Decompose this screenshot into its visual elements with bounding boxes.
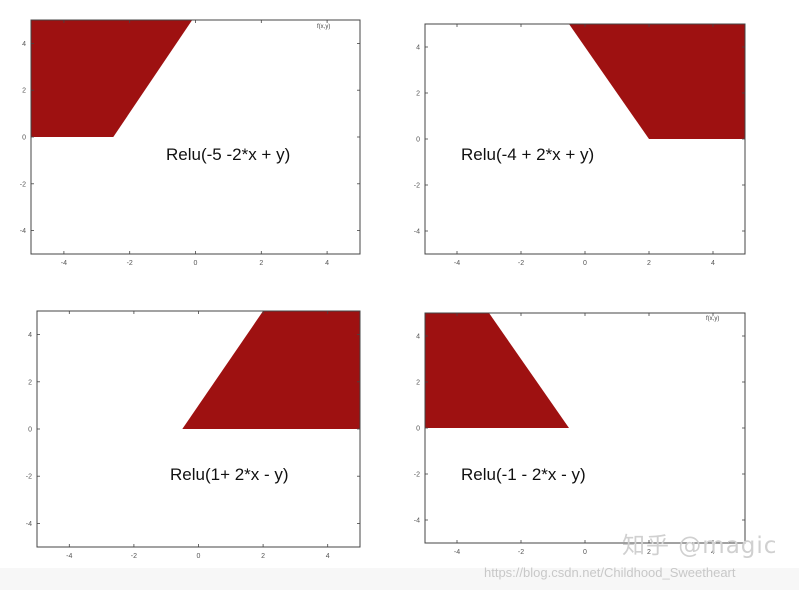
y-tick-label: 4 (416, 45, 420, 52)
formula-label: Relu(-5 -2*x + y) (166, 145, 290, 164)
x-tick-label: 2 (647, 549, 651, 556)
y-tick-label: -4 (26, 521, 32, 528)
y-tick-label: -2 (414, 183, 420, 190)
y-tick-label: -2 (26, 474, 32, 481)
y-tick-label: -4 (414, 229, 420, 236)
x-tick-label: -2 (518, 549, 524, 556)
relu-active-region (182, 311, 360, 429)
x-tick-label: -4 (61, 260, 67, 267)
x-tick-label: 2 (647, 260, 651, 267)
bottom-strip (0, 568, 799, 590)
y-tick-label: 4 (28, 332, 32, 339)
y-tick-label: -4 (414, 518, 420, 525)
y-tick-label: 0 (416, 426, 420, 433)
x-tick-label: 0 (583, 260, 587, 267)
y-tick-label: -2 (414, 472, 420, 479)
csdn-url-watermark: https://blog.csdn.net/Childhood_Sweethea… (484, 565, 736, 580)
y-tick-label: 2 (416, 380, 420, 387)
x-tick-label: -4 (454, 549, 460, 556)
panel-legend-label: f(x,y) (317, 24, 330, 30)
x-tick-label: -2 (127, 260, 133, 267)
chart-panel-1: -4 -2 0 2 4 4 2 0 -2 -4 f(x,y) Relu(-5 -2*x + y) (20, 19, 361, 267)
x-tick-label: -4 (454, 260, 460, 267)
chart-panel-2: -4 -2 0 2 4 4 2 0 -2 -4 Relu(-4 + 2*x + y) (414, 23, 746, 267)
relu-active-region (569, 24, 745, 139)
formula-label: Relu(-1 - 2*x - y) (461, 465, 586, 484)
formula-label: Relu(-4 + 2*x + y) (461, 145, 594, 164)
formula-label: Relu(1+ 2*x - y) (170, 465, 289, 484)
x-tick-label: 2 (259, 260, 263, 267)
x-tick-label: 4 (711, 260, 715, 267)
chart-panel-4: -4 -2 0 2 4 4 2 0 -2 -4 f(x,y) Relu(-1 - 2*x - y) (414, 312, 746, 556)
x-tick-label: 4 (711, 549, 715, 556)
x-tick-label: 0 (197, 553, 201, 560)
x-tick-label: 2 (261, 553, 265, 560)
y-tick-label: 2 (416, 91, 420, 98)
y-tick-label: 2 (28, 379, 32, 386)
y-tick-label: 4 (416, 334, 420, 341)
y-tick-label: 0 (416, 137, 420, 144)
x-tick-label: 0 (583, 549, 587, 556)
x-tick-label: 4 (326, 553, 330, 560)
relu-active-region (425, 313, 569, 428)
y-tick-label: 4 (22, 41, 26, 48)
x-tick-label: -4 (66, 553, 72, 560)
x-tick-label: -2 (518, 260, 524, 267)
y-tick-label: 0 (22, 135, 26, 142)
x-tick-label: 0 (194, 260, 198, 267)
panel-legend-label: f(x,y) (706, 316, 719, 322)
y-tick-label: -4 (20, 228, 26, 235)
y-tick-label: 0 (28, 427, 32, 434)
x-tick-label: 4 (325, 260, 329, 267)
chart-panel-3: -4 -2 0 2 4 4 2 0 -2 -4 Relu(1+ 2*x - y) (26, 310, 361, 560)
y-tick-label: -2 (20, 181, 26, 188)
y-tick-label: 2 (22, 88, 26, 95)
relu-active-region (31, 20, 193, 137)
zhihu-watermark: 知乎 @magic (622, 533, 778, 559)
x-tick-label: -2 (131, 553, 137, 560)
